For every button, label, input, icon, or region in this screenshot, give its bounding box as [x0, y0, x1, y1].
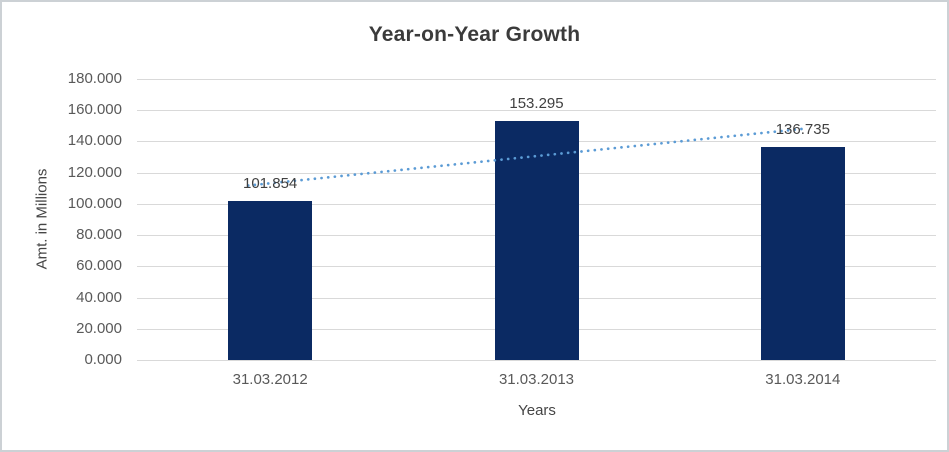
y-tick-label: 100.000 [67, 194, 122, 212]
data-label: 153.295 [509, 94, 564, 112]
trendline-path [246, 127, 805, 187]
y-axis-title: Amt. in Millions [33, 168, 51, 270]
chart-title: Year-on-Year Growth [368, 23, 581, 46]
y-tick-label: 140.000 [67, 132, 122, 150]
y-tick-label: 40.000 [76, 288, 122, 306]
y-tick-label: 160.000 [67, 101, 122, 119]
x-tick-label: 31.03.2014 [765, 371, 841, 388]
x-tick-label: 31.03.2013 [498, 371, 575, 388]
y-tick-label: 60.000 [76, 257, 122, 275]
gridline [137, 360, 936, 361]
plot-area: 101.854 153.295 136.735 [137, 79, 936, 361]
gridline [137, 110, 936, 112]
bar-31.03.2014 [760, 146, 845, 360]
data-label: 136.735 [775, 120, 830, 138]
x-axis-title: Years [518, 402, 556, 419]
y-tick-label: 80.000 [76, 226, 122, 244]
x-tick-label: 31.03.2012 [232, 371, 308, 388]
data-label: 101.854 [243, 175, 298, 192]
y-tick-label: 20.000 [76, 319, 122, 337]
y-tick-label: 180.000 [67, 70, 122, 87]
y-tick-label: 0.000 [84, 351, 122, 368]
trendline [246, 127, 805, 187]
gridline [137, 79, 936, 80]
bar-31.03.2013 [494, 120, 579, 360]
y-tick-label: 120.000 [67, 163, 122, 181]
bar-31.03.2012 [228, 201, 313, 360]
